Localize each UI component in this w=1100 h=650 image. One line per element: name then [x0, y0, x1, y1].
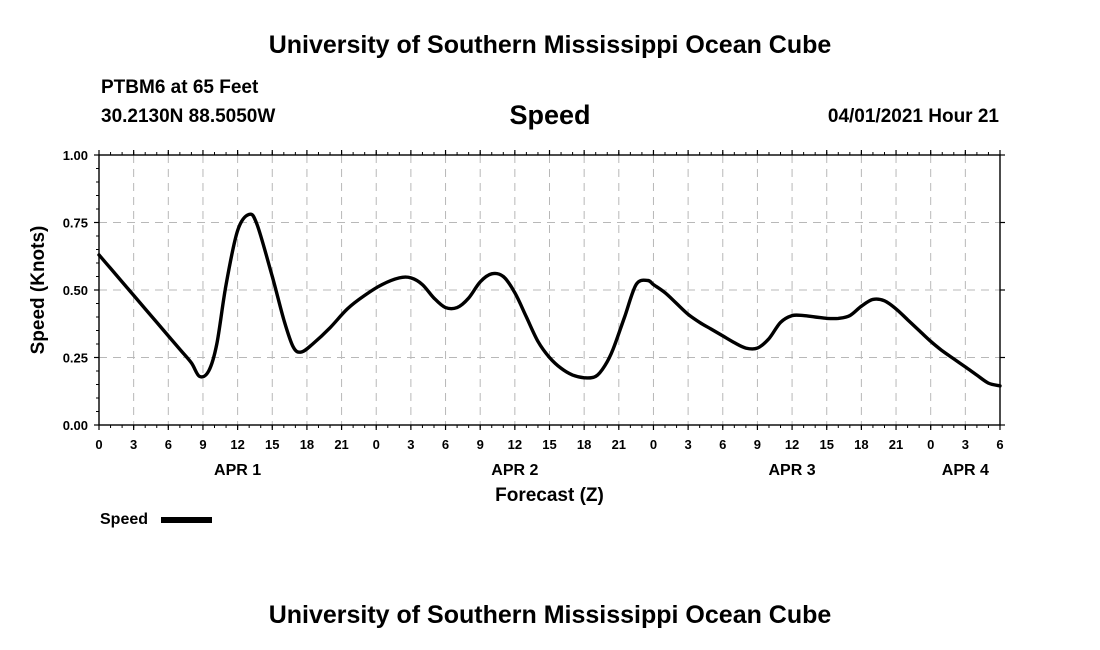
- x-tick-label: 21: [889, 437, 903, 452]
- x-axis: 0 3 6 9 12 15 18 21 0 3 6 9 12 15 18 21 0 3 6 9 12 15 18 21 0 3 6: [95, 150, 1004, 452]
- date-label: APR 2: [491, 462, 538, 479]
- x-tick-label: 21: [334, 437, 348, 452]
- x-tick-label: 15: [819, 437, 833, 452]
- coordinates-label: 30.2130N 88.5050W: [101, 106, 276, 127]
- x-tick-label: 0: [927, 437, 934, 452]
- speed-series-line: [97, 212, 1002, 388]
- x-tick-label: 15: [542, 437, 556, 452]
- date-label: APR 3: [769, 462, 816, 479]
- grid-lines: [99, 155, 1000, 425]
- x-tick-label: 0: [373, 437, 380, 452]
- x-tick-label: 6: [719, 437, 726, 452]
- x-tick-label: 9: [199, 437, 206, 452]
- date-axis: APR 1 APR 2 APR 3 APR 4: [214, 462, 989, 479]
- x-tick-label: 12: [230, 437, 244, 452]
- x-tick-label: 18: [854, 437, 868, 452]
- date-label: APR 4: [942, 462, 989, 479]
- x-tick-label: 12: [785, 437, 799, 452]
- y-tick-label: 1.00: [63, 148, 88, 163]
- x-tick-label: 3: [407, 437, 414, 452]
- x-tick-label: 6: [165, 437, 172, 452]
- x-tick-label: 6: [442, 437, 449, 452]
- x-tick-label: 0: [650, 437, 657, 452]
- legend-label: Speed: [100, 511, 148, 528]
- y-tick-label: 0.75: [63, 216, 88, 231]
- timestamp-label: 04/01/2021 Hour 21: [827, 106, 999, 127]
- x-tick-label: 21: [612, 437, 626, 452]
- x-tick-label: 3: [130, 437, 137, 452]
- y-tick-label: 0.25: [63, 351, 88, 366]
- header-title-bottom: University of Southern Mississippi Ocean…: [268, 601, 832, 629]
- x-tick-label: 12: [508, 437, 522, 452]
- x-tick-label: 6: [996, 437, 1003, 452]
- x-tick-label: 18: [300, 437, 314, 452]
- x-tick-label: 3: [684, 437, 691, 452]
- legend: Speed: [100, 511, 212, 528]
- x-tick-label: 3: [962, 437, 969, 452]
- x-tick-label: 9: [477, 437, 484, 452]
- y-axis: 0.00 0.25 0.50 0.75 1.00: [63, 148, 1005, 433]
- date-label: APR 1: [214, 462, 261, 479]
- station-label: PTBM6 at 65 Feet: [101, 77, 259, 98]
- y-tick-label: 0.50: [63, 283, 88, 298]
- x-tick-label: 18: [577, 437, 591, 452]
- x-tick-label: 0: [95, 437, 102, 452]
- header-title-top: University of Southern Mississippi Ocean…: [268, 31, 832, 59]
- x-tick-label: 9: [754, 437, 761, 452]
- chart-title: Speed: [509, 100, 591, 130]
- x-axis-label: Forecast (Z): [495, 485, 604, 506]
- y-tick-label: 0.00: [63, 418, 88, 433]
- x-tick-label: 15: [265, 437, 279, 452]
- y-axis-label: Speed (Knots): [28, 226, 49, 355]
